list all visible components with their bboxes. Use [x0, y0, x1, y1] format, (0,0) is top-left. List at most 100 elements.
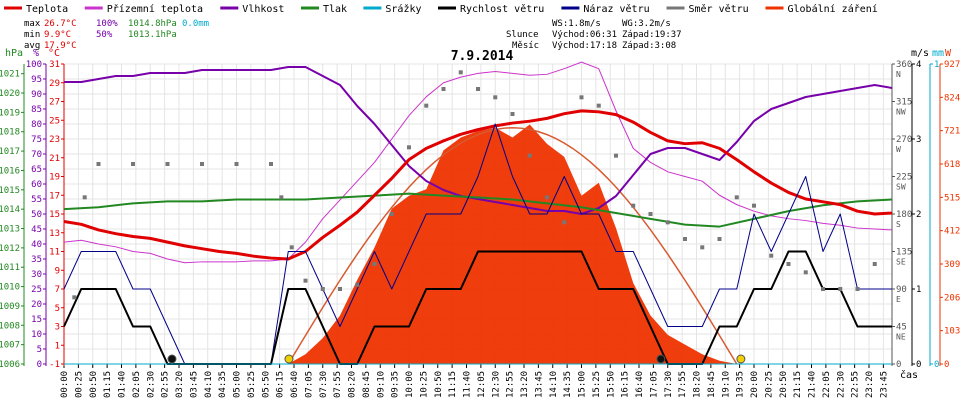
celsius-axis-label: 31 [49, 60, 60, 70]
percent-axis-label: 20 [31, 300, 42, 310]
legend-label-4: Srážky [385, 3, 421, 15]
moon-label: Měsíc [512, 41, 539, 51]
hpa-axis-label: 1007 [0, 341, 20, 351]
hpa-axis-label: 1006 [0, 360, 20, 370]
stats-value: 1014.8hPa [128, 19, 177, 29]
x-tick-label: 15:50 [606, 371, 616, 398]
celsius-axis-label: 15 [49, 210, 60, 220]
sun-moon-marker [284, 354, 294, 364]
wind-direction-point [769, 253, 774, 258]
celsius-axis-label: 1 [55, 341, 60, 351]
x-tick-label: 14:10 [549, 371, 559, 398]
direction-axis-compass: NE [896, 333, 906, 342]
celsius-axis-label: 5 [55, 304, 60, 314]
celsius-axis-label: 9 [55, 266, 60, 276]
x-tick-label: 20:25 [764, 371, 774, 398]
wind-direction-point [407, 145, 411, 150]
wind-direction-point [614, 153, 618, 158]
x-tick-label: 00:50 [89, 371, 99, 398]
celsius-axis-label: 25 [49, 116, 60, 126]
direction-axis-compass: SE [896, 258, 906, 267]
percent-axis-label: 90 [31, 90, 42, 100]
ms-axis-label: 3 [916, 135, 921, 145]
wind-direction-point [441, 87, 446, 91]
ms-axis-label: 4 [916, 60, 921, 70]
x-tick-label: 12:30 [491, 371, 501, 398]
hpa-axis-label: 1021 [0, 70, 20, 80]
x-tick-label: 22:55 [851, 371, 861, 398]
moonrise-info: Východ:17:18 [552, 41, 617, 51]
hpa-axis-label: 1011 [0, 263, 20, 273]
percent-axis-label: 85 [31, 105, 42, 115]
x-tick-label: 23:20 [865, 371, 875, 398]
x-tick-label: 10:50 [434, 371, 444, 398]
direction-axis-compass: W [896, 145, 901, 154]
percent-axis-label: 75 [31, 135, 42, 145]
direction-axis-label: 90 [896, 285, 907, 295]
x-tick-label: 12:05 [477, 371, 487, 398]
x-tick-label: 23:45 [879, 371, 889, 398]
wind-direction-point [562, 220, 567, 225]
humidity-line [64, 66, 893, 215]
x-tick-label: 22:30 [836, 371, 846, 398]
x-tick-label: 02:30 [146, 371, 156, 398]
stats-value: min [24, 30, 40, 40]
wind-direction-point [579, 95, 584, 100]
wind-direction-point [665, 220, 670, 225]
wind-direction-point [269, 162, 273, 166]
legend-label-6: Náraz větru [583, 3, 649, 15]
watt-axis-label: 721 [944, 127, 960, 137]
x-tick-label: 07:55 [333, 371, 343, 398]
percent-axis-label: 100 [26, 60, 42, 70]
hpa-axis-label: 1016 [0, 166, 20, 176]
percent-axis-label: 40 [31, 240, 42, 250]
celsius-axis-label: 27 [49, 98, 60, 108]
x-tick-label: 15:25 [592, 371, 602, 398]
hpa-axis-label: 1020 [0, 89, 20, 99]
x-tick-label: 19:10 [721, 371, 731, 398]
sun-moon-marker [656, 354, 666, 364]
x-tick-label: 07:30 [319, 371, 329, 398]
celsius-axis-label: 3 [55, 323, 60, 333]
ms-axis-label: 2 [916, 210, 921, 220]
x-tick-label: 20:50 [779, 371, 789, 398]
ms-axis-unit: m/s [911, 48, 929, 59]
stats-value: 17.9°C [44, 41, 77, 51]
wind-direction-point [683, 237, 687, 241]
direction-axis-label: 180 [896, 210, 912, 220]
hpa-axis-label: 1014 [0, 205, 20, 215]
wind-direction-point [510, 112, 515, 116]
x-tick-label: 08:20 [348, 371, 358, 398]
wind-direction-point [734, 195, 739, 200]
wind-direction-point [803, 270, 808, 275]
watt-axis-label: 412 [944, 227, 960, 237]
direction-axis-compass: E [896, 295, 901, 304]
celsius-axis-label: 29 [49, 79, 60, 89]
stats-value: 50% [96, 30, 113, 40]
legend-label-5: Rychlost větru [460, 3, 544, 15]
percent-axis-label: 45 [31, 225, 42, 235]
mm-axis-unit: mm [932, 48, 944, 59]
hpa-axis-unit: hPa [5, 48, 23, 59]
x-tick-label: 22:05 [822, 371, 832, 398]
legend-label-2: Vlhkost [242, 4, 284, 15]
x-axis-label: čas [900, 369, 918, 381]
direction-axis-label: 225 [896, 173, 912, 183]
x-tick-label: 08:45 [362, 371, 372, 398]
x-tick-label: 00:00 [60, 371, 70, 398]
wind-direction-point [82, 195, 87, 200]
x-tick-label: 14:35 [563, 371, 573, 398]
x-tick-label: 09:10 [376, 371, 386, 398]
hpa-axis-label: 1018 [0, 128, 20, 138]
percent-axis-label: 25 [31, 285, 42, 295]
theoretical-radiation-curve [287, 127, 738, 365]
stats-value: avg [24, 41, 40, 51]
x-tick-label: 07:05 [304, 371, 314, 398]
direction-axis-label: 360 [896, 60, 912, 70]
percent-axis-label: 65 [31, 165, 42, 175]
percent-axis-label: 35 [31, 255, 42, 265]
x-tick-label: 05:50 [261, 371, 271, 398]
direction-axis-label: 135 [896, 248, 912, 258]
x-tick-label: 12:55 [506, 371, 516, 398]
x-tick-label: 10:25 [419, 371, 429, 398]
